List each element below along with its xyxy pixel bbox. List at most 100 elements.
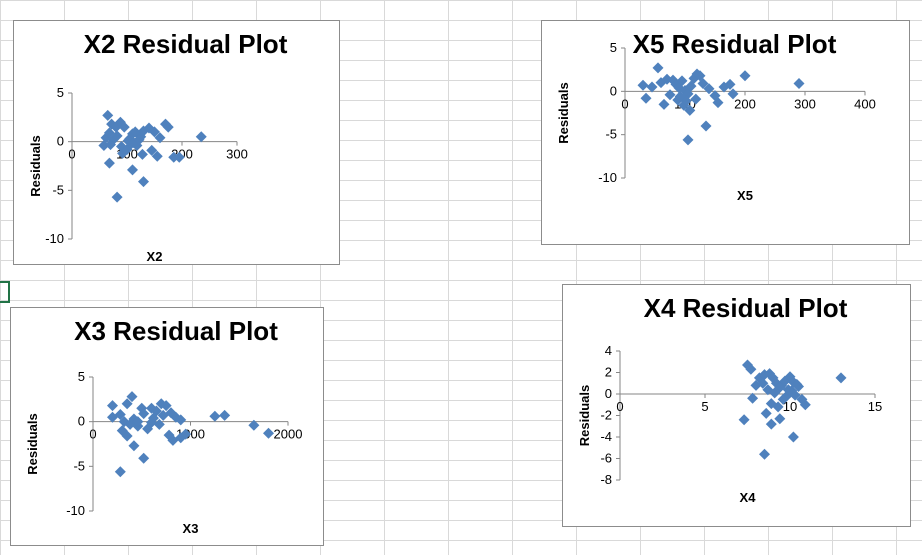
data-point [760,407,772,419]
data-point [98,140,110,152]
data-point [248,419,260,431]
y-tick-label: -10 [66,503,85,518]
data-point [160,400,172,412]
y-tick-label: -10 [598,170,617,185]
data-point [136,148,148,160]
data-point [782,384,794,396]
data-point [138,408,150,420]
data-point [118,121,130,133]
y-tick-label: 0 [78,414,85,429]
data-point [750,379,762,391]
y-tick-label: -10 [45,231,64,246]
data-point [114,409,126,421]
x-tick-label: 300 [226,147,248,162]
data-point [646,81,658,93]
data-point [700,120,712,132]
data-point [765,418,777,430]
data-point [724,78,736,90]
data-point [685,80,697,92]
data-point [173,151,185,163]
x-axis-label: X5 [737,188,753,203]
data-point [676,75,688,87]
y-axis-label: Residuals [28,135,43,196]
data-point [146,417,157,429]
y-tick-label: -2 [600,408,612,423]
x-tick-label: 2000 [274,427,303,442]
data-point [703,83,715,95]
data-point [111,130,123,142]
data-point [151,150,163,162]
y-tick-label: 2 [605,365,612,380]
data-point [747,392,759,404]
data-point [127,164,138,176]
data-point [712,97,724,109]
data-point [153,418,165,430]
data-point [835,372,847,384]
data-point [742,359,753,371]
data-point [674,91,686,103]
data-point [102,109,114,121]
data-point [793,78,805,90]
x2-residual-chart[interactable]: X2 Residual Plot50-5-100100200300X2Resid… [13,20,340,265]
data-point [757,377,769,389]
chart-title: X4 Residual Plot [644,293,848,323]
y-tick-label: 0 [57,134,64,149]
y-tick-label: -5 [73,458,85,473]
data-point [777,393,789,405]
y-tick-label: 5 [78,369,85,384]
y-tick-label: 0 [610,83,617,98]
data-point [779,375,791,387]
data-point [787,376,799,388]
data-point [132,416,144,428]
selected-cell[interactable] [0,281,10,303]
data-point [128,137,140,149]
data-point [664,89,676,101]
data-point [126,391,138,403]
data-point [111,191,123,203]
data-point [688,72,700,84]
chart-svg: X4 Residual Plot 4 2 0 -2 -4 -6 -8 0 5 10 15 X4 Resid… [577,293,882,505]
chart-title: X5 Residual Plot [633,29,837,59]
x4-residual-chart[interactable]: X4 Residual Plot 4 2 0 -2 -4 -6 -8 0 5 10 15 X4 Resid… [562,284,911,527]
y-tick-label: -8 [600,472,612,487]
data-point [694,70,706,82]
data-point [770,377,782,389]
chart-svg: X2 Residual Plot50-5-100100200300X2Resid… [28,29,288,264]
x-tick-label: 15 [868,399,882,414]
data-point [762,384,774,396]
data-point [769,387,781,399]
y-axis-label: Residuals [556,82,571,143]
data-point [658,98,670,110]
data-point [128,440,140,452]
data-point [791,378,803,390]
data-point [652,62,664,74]
x3-residual-chart[interactable]: X3 Residual Plot50-5-10010002000X3Residu… [10,307,324,546]
y-tick-label: 5 [610,40,617,55]
y-tick-label: -5 [605,127,617,142]
data-point [195,131,207,143]
data-point [690,93,702,105]
data-point [107,400,118,412]
data-point [142,423,154,435]
y-tick-label: -5 [52,182,64,197]
data-point [162,121,174,133]
data-point [263,427,274,439]
data-point [219,409,231,421]
data-point [114,466,126,478]
y-tick-label: -4 [600,429,612,444]
x-axis-label: X2 [147,249,163,264]
data-point [759,448,770,460]
data-point [789,389,801,401]
data-point [682,134,694,146]
data-point [116,425,128,437]
data-point [774,382,786,394]
data-point [138,176,149,188]
x5-residual-chart[interactable]: X5 Residual Plot50-5-100100200300400X5Re… [541,20,910,245]
data-point [738,414,750,426]
data-point [774,413,786,425]
x-axis-label: X3 [183,521,199,536]
data-point [799,399,811,411]
chart-title: X2 Residual Plot [84,29,288,59]
data-point [640,92,652,104]
data-point [170,411,182,423]
